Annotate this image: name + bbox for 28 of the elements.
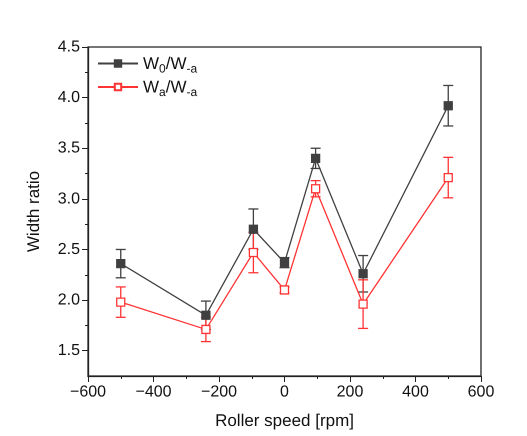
x-tick-label: 600 [468, 384, 494, 400]
x-tick-label: 400 [402, 384, 429, 400]
x-tick-label: 0 [280, 384, 290, 400]
y-tick-label: 2.5 [58, 240, 80, 258]
point [248, 248, 258, 258]
x-axis-title: Roller speed [rpm] [215, 411, 354, 430]
y-tick-label: 2.0 [58, 292, 80, 309]
point [358, 299, 368, 309]
y-tick-label: 4.0 [58, 89, 80, 106]
x-tick-label: −400 [135, 384, 172, 400]
point [116, 297, 126, 307]
x-tick-label: −600 [70, 384, 106, 400]
y-tick-label: 3.5 [58, 140, 80, 157]
point [248, 224, 258, 234]
y-tick-label: 4.5 [58, 38, 80, 56]
y-tick-label: 3.0 [58, 190, 80, 208]
x-tick-label: 200 [336, 384, 364, 400]
point [310, 184, 320, 194]
x-tick-label: −200 [200, 384, 238, 400]
point [201, 310, 211, 320]
point [201, 324, 211, 334]
point [310, 154, 320, 164]
point [444, 101, 453, 110]
y-axis-title: Width ratio [24, 170, 43, 252]
y-tick-label: 1.5 [58, 342, 80, 360]
point [358, 269, 368, 278]
point [116, 258, 126, 268]
point [444, 172, 453, 182]
